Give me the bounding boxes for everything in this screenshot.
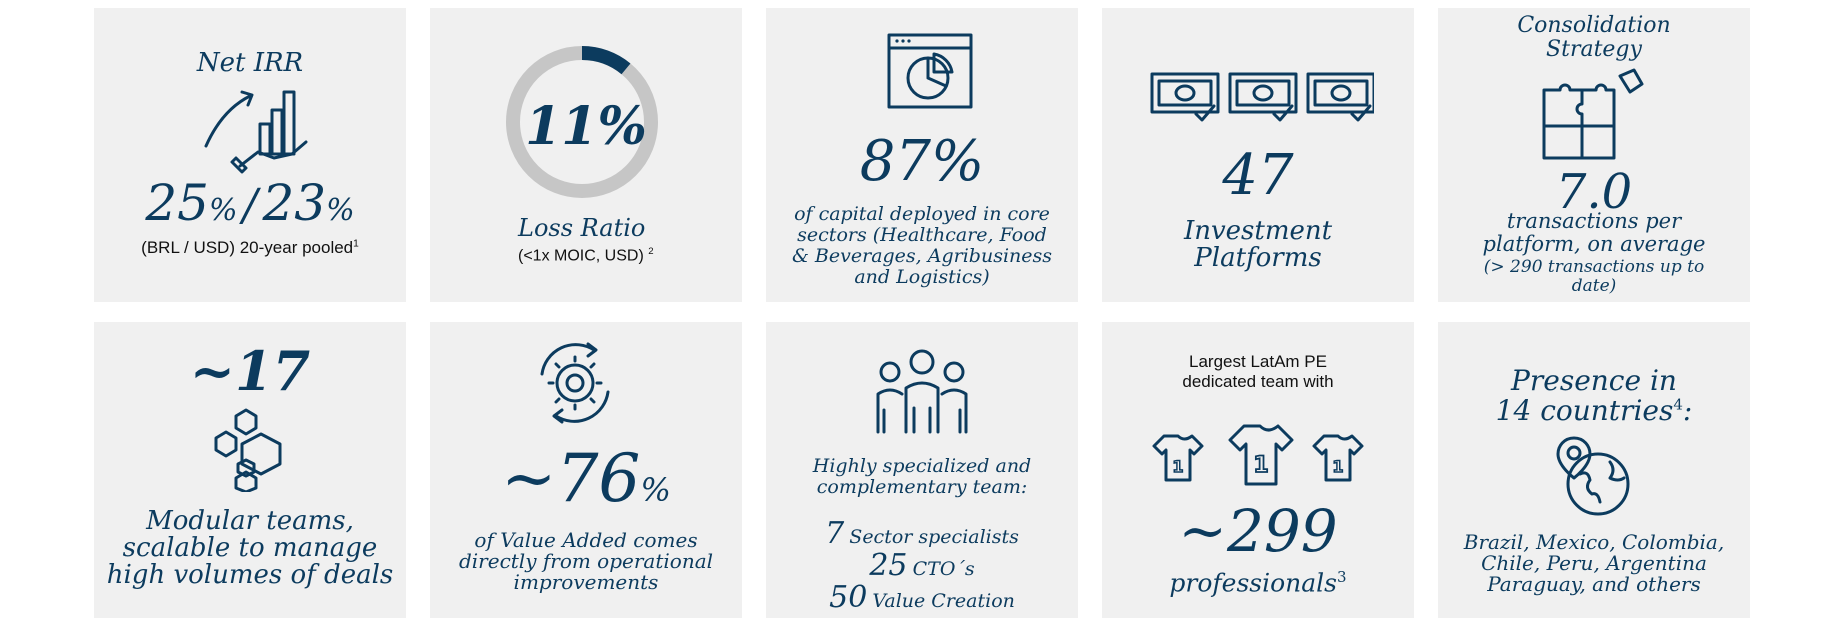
svg-text:1: 1 (1332, 457, 1343, 476)
caption-line: platform, on average (1482, 232, 1706, 256)
caption-line: and Logistics) (854, 266, 990, 288)
caption-line: of capital deployed in core (794, 203, 1050, 225)
irr-caption: (BRL / USD) 20-year pooled1 (94, 238, 406, 258)
modular-teams-value: ~17 (189, 339, 311, 403)
caption-line: improvements (513, 570, 659, 594)
team-caption: Highly specialized and complementary tea… (766, 456, 1078, 498)
caption-line: complementary team: (816, 476, 1028, 498)
caption-line: Brazil, Mexico, Colombia, (1463, 530, 1725, 554)
consolidation-sub: (> 290 transactions up to date) (1438, 258, 1750, 296)
header-line: dedicated team with (1182, 372, 1334, 391)
svg-text:1: 1 (1253, 453, 1268, 478)
team-stat-row: 25 CTO´s (766, 548, 1078, 583)
presence-title-2: 14 countries (1495, 394, 1674, 427)
footnote-2: 2 (648, 246, 654, 257)
caption-line: Modular teams, (146, 506, 354, 536)
presence-title-2-row: 14 countries4: (1438, 394, 1750, 427)
title-line: Strategy (1546, 37, 1642, 62)
team-stat-label: Value Creation (872, 590, 1015, 612)
value-added-number: ~76% (430, 440, 742, 517)
team-stat-label: Sector specialists (849, 526, 1019, 548)
presence-caption: Brazil, Mexico, Colombia, Chile, Peru, A… (1438, 532, 1750, 595)
label-line: Investment (1183, 216, 1333, 246)
card-professionals: Largest LatAm PE dedicated team with 1 1… (1102, 322, 1414, 618)
jersey-icon: 1 1 1 (1150, 422, 1366, 492)
caption-line: of Value Added comes (474, 528, 698, 552)
team-stat-row: 50 Value Creation (766, 580, 1078, 615)
caption-line: Highly specialized and (812, 455, 1032, 477)
team-stat-number: 50 (829, 580, 868, 615)
caption-line: high volumes of deals (106, 560, 394, 590)
presence-colon: : (1682, 394, 1693, 427)
globe-pin-icon (1554, 434, 1634, 518)
irr-slash: / (242, 180, 258, 231)
card-title: Net IRR (196, 48, 304, 78)
professionals-label: professionals (1169, 568, 1338, 598)
professionals-value: ~299 (1178, 497, 1338, 565)
hexagons-icon (206, 406, 296, 492)
footnote-4: 4 (1673, 395, 1683, 414)
loss-ratio-caption: (<1x MOIC, USD) 2 (518, 246, 654, 265)
value-added-caption: of Value Added comes directly from opera… (430, 530, 742, 593)
team-people-icon (870, 348, 974, 436)
puzzle-icon (1538, 68, 1648, 162)
card-capital-deployed: 87% of capital deployed in core sectors … (766, 8, 1078, 302)
pie-chart-window-icon (886, 32, 974, 112)
irr-brl-pct: % (208, 193, 238, 228)
consolidation-value: 7.0 (1555, 164, 1633, 220)
caption-line: Paraguay, and others (1487, 572, 1701, 596)
caption-line: sectors (Healthcare, Food (797, 224, 1047, 246)
loss-ratio-value: 11% (525, 96, 647, 157)
footnote-1: 1 (353, 238, 359, 250)
card-loss-ratio: 11% Loss Ratio (<1x MOIC, USD) 2 (430, 8, 742, 302)
team-stat-number: 25 (869, 548, 908, 583)
modular-teams-caption: Modular teams, scalable to manage high v… (94, 508, 406, 589)
caption-line: transactions per (1506, 209, 1682, 233)
capital-deployed-value: 87% (859, 129, 985, 194)
irr-usd-value: 23 (262, 174, 327, 232)
label-line: Platforms (1194, 243, 1322, 273)
value-added-value: ~76 (501, 440, 641, 517)
loss-ratio-caption-text: (<1x MOIC, USD) (518, 247, 644, 265)
growth-chart-hand-icon (202, 80, 312, 176)
card-net-irr: Net IRR 25% / 23% (BRL / USD) 20-year po… (94, 8, 406, 302)
loss-ratio-label: Loss Ratio (518, 214, 646, 242)
team-stat-label: CTO´s (912, 558, 975, 580)
platforms-label: Investment Platforms (1102, 218, 1414, 272)
irr-usd-pct: % (326, 193, 355, 228)
team-stat-number: 7 (825, 516, 845, 551)
card-specialized-team: Highly specialized and complementary tea… (766, 322, 1078, 618)
caption-line: & Beverages, Agribusiness (791, 245, 1053, 267)
sub-line: (> 290 transactions up to (1483, 257, 1705, 277)
caption-line: Chile, Peru, Argentina (1481, 551, 1707, 575)
capital-deployed-caption: of capital deployed in core sectors (Hea… (766, 204, 1078, 288)
card-value-added: ~76% of Value Added comes directly from … (430, 322, 742, 618)
title-line: Consolidation (1517, 13, 1671, 38)
consolidation-title: Consolidation Strategy (1438, 14, 1750, 62)
donut-ring-icon (502, 42, 662, 202)
card-modular-teams: ~17 Modular teams, scalable to manage hi… (94, 322, 406, 618)
professionals-label-row: professionals3 (1102, 568, 1414, 597)
irr-values: 25% / 23% (94, 178, 406, 228)
presence-title-1: Presence in (1511, 364, 1677, 397)
consolidation-caption: transactions per platform, on average (1438, 210, 1750, 256)
header-line: Largest LatAm PE (1189, 352, 1327, 371)
gear-cycle-icon (530, 340, 620, 426)
footnote-3: 3 (1337, 568, 1347, 586)
money-check-icon (1150, 68, 1374, 126)
irr-caption-text: (BRL / USD) 20-year pooled (141, 238, 354, 257)
platforms-value: 47 (1222, 143, 1294, 208)
sub-line: date) (1571, 276, 1617, 296)
professionals-header: Largest LatAm PE dedicated team with (1102, 352, 1414, 392)
caption-line: scalable to manage (122, 533, 378, 563)
irr-brl-value: 25 (145, 174, 209, 232)
card-presence: Presence in 14 countries4: Brazil, Mexic… (1438, 322, 1750, 618)
card-investment-platforms: 47 Investment Platforms (1102, 8, 1414, 302)
value-added-pct: % (640, 471, 671, 509)
card-consolidation-strategy: Consolidation Strategy 7.0 transactions … (1438, 8, 1750, 302)
svg-text:1: 1 (1172, 457, 1183, 476)
caption-line: directly from operational (458, 549, 714, 573)
team-stat-row: 7 Sector specialists (766, 516, 1078, 551)
